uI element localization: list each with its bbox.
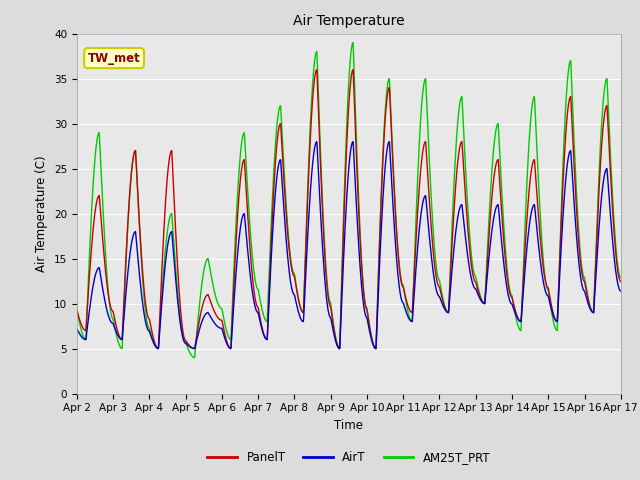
AM25T_PRT <box>225 335 232 340</box>
PanelT <box>191 346 198 351</box>
PanelT <box>570 144 577 150</box>
Line: AirT: AirT <box>77 142 621 348</box>
AirT <box>584 301 592 307</box>
Line: PanelT: PanelT <box>77 70 621 348</box>
AirT <box>385 139 393 144</box>
AirT <box>191 346 198 351</box>
Legend: PanelT, AirT, AM25T_PRT: PanelT, AirT, AM25T_PRT <box>203 446 495 469</box>
Y-axis label: Air Temperature (C): Air Temperature (C) <box>35 156 48 272</box>
AM25T_PRT <box>191 355 198 360</box>
AM25T_PRT <box>349 40 356 46</box>
AirT <box>617 288 625 294</box>
AM25T_PRT <box>73 306 81 312</box>
AM25T_PRT <box>617 275 625 280</box>
PanelT <box>377 210 385 216</box>
AirT <box>225 344 232 350</box>
PanelT <box>349 67 356 72</box>
AirT <box>376 243 384 249</box>
PanelT <box>225 344 232 349</box>
Title: Air Temperature: Air Temperature <box>293 14 404 28</box>
AM25T_PRT <box>365 318 372 324</box>
PanelT <box>73 308 81 313</box>
PanelT <box>617 279 625 285</box>
AM25T_PRT <box>570 117 577 123</box>
PanelT <box>365 319 372 325</box>
AirT <box>570 186 577 192</box>
AM25T_PRT <box>508 292 515 298</box>
X-axis label: Time: Time <box>334 419 364 432</box>
AirT <box>73 326 81 332</box>
Text: TW_met: TW_met <box>88 51 140 65</box>
Line: AM25T_PRT: AM25T_PRT <box>77 43 621 358</box>
AM25T_PRT <box>584 296 592 301</box>
AM25T_PRT <box>377 205 385 211</box>
AirT <box>365 324 372 329</box>
AirT <box>508 301 515 307</box>
PanelT <box>508 294 515 300</box>
PanelT <box>584 298 592 303</box>
